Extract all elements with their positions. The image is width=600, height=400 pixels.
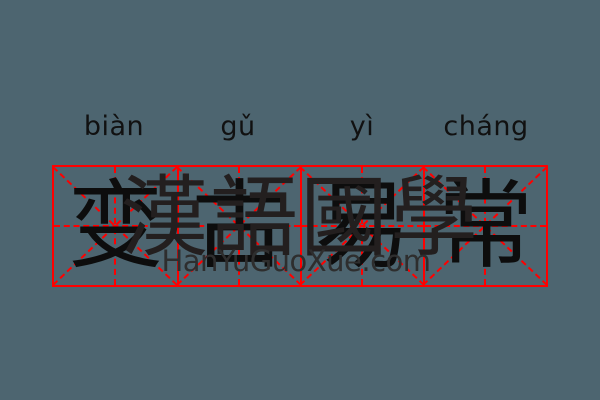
pinyin-cell-1: biàn (52, 100, 176, 152)
pinyin-label: gǔ (220, 110, 256, 142)
pinyin-label: cháng (443, 110, 529, 142)
pinyin-label: yì (349, 110, 375, 142)
pinyin-row: biàn gǔ yì cháng (52, 100, 548, 152)
pinyin-cell-2: gǔ (176, 100, 300, 152)
pinyin-cell-3: yì (300, 100, 424, 152)
watermark-url: HanYuGuoXue.com (161, 243, 431, 278)
watermark-hanzi: 漢語國學 (120, 166, 481, 269)
character-cell-1: 变 (54, 167, 177, 285)
pinyin-cell-4: cháng (424, 100, 548, 152)
pinyin-label: biàn (83, 110, 145, 142)
